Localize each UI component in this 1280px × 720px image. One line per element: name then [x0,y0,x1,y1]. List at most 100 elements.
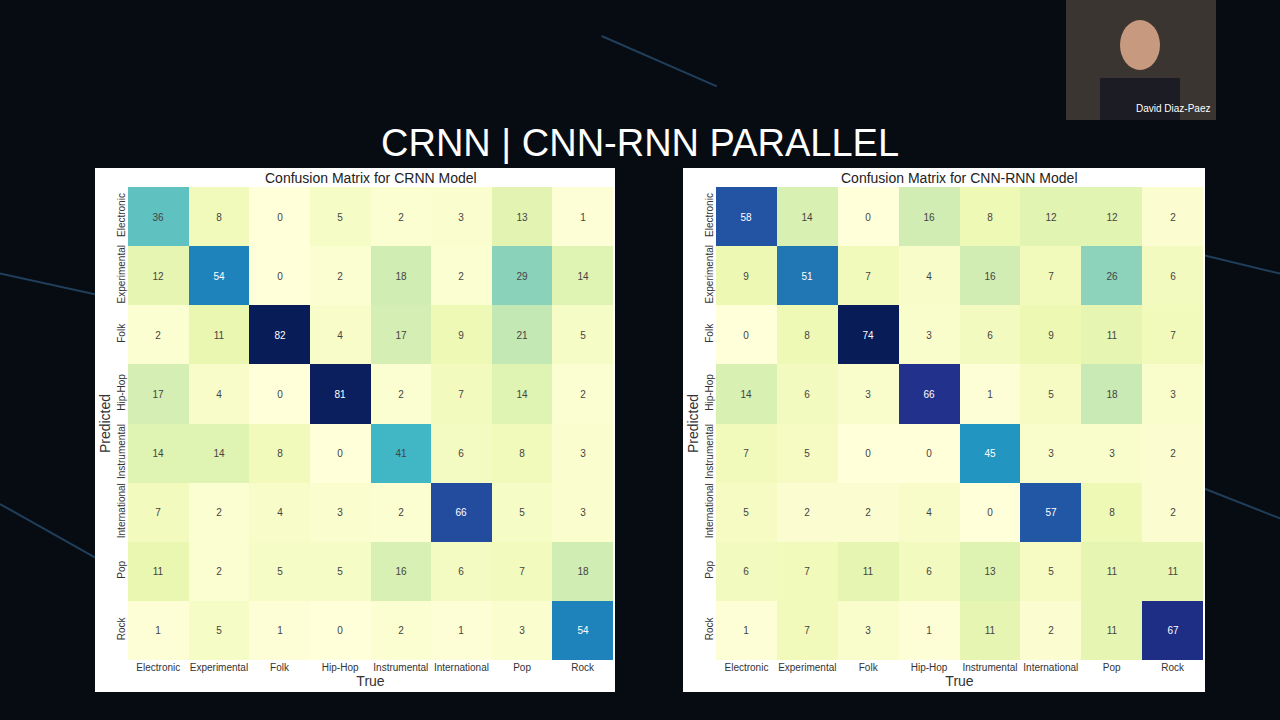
svg-text:0: 0 [277,212,283,223]
svg-text:6: 6 [458,566,464,577]
svg-text:36: 36 [152,212,164,223]
svg-text:3: 3 [519,625,525,636]
svg-text:13: 13 [516,212,528,223]
svg-text:2: 2 [216,566,222,577]
svg-text:CRNN | CNN-RNN PARALLEL: CRNN | CNN-RNN PARALLEL [381,122,899,164]
svg-text:14: 14 [152,448,164,459]
svg-text:66: 66 [923,389,935,400]
svg-text:11: 11 [1107,625,1118,636]
svg-text:7: 7 [804,566,810,577]
svg-text:Instrumental: Instrumental [704,424,715,479]
svg-text:True: True [356,673,384,689]
svg-text:Hip-Hop: Hip-Hop [911,662,948,673]
svg-text:6: 6 [987,330,993,341]
svg-text:5: 5 [337,212,343,223]
svg-text:International: International [116,483,127,538]
svg-text:0: 0 [277,271,283,282]
svg-text:5: 5 [277,566,283,577]
svg-text:6: 6 [804,389,810,400]
svg-text:29: 29 [516,271,528,282]
svg-text:4: 4 [926,271,932,282]
svg-text:2: 2 [1170,448,1176,459]
svg-text:Hip-Hop: Hip-Hop [116,374,127,411]
svg-text:4: 4 [337,330,343,341]
svg-text:13: 13 [984,566,996,577]
svg-text:1: 1 [155,625,161,636]
svg-text:14: 14 [801,212,813,223]
svg-text:7: 7 [519,566,525,577]
svg-text:2: 2 [1170,212,1176,223]
svg-text:5: 5 [1048,566,1054,577]
svg-text:0: 0 [865,448,871,459]
svg-text:1: 1 [277,625,283,636]
svg-text:2: 2 [458,271,464,282]
svg-text:58: 58 [740,212,752,223]
svg-text:81: 81 [334,389,346,400]
svg-text:14: 14 [577,271,589,282]
svg-text:3: 3 [926,330,932,341]
svg-text:Instrumental: Instrumental [373,662,428,673]
svg-text:11: 11 [985,625,996,636]
svg-text:0: 0 [337,625,343,636]
svg-text:11: 11 [214,330,225,341]
svg-text:16: 16 [984,271,996,282]
svg-text:Experimental: Experimental [704,245,715,303]
svg-text:18: 18 [577,566,589,577]
svg-text:2: 2 [337,271,343,282]
svg-text:67: 67 [1167,625,1179,636]
svg-text:Electronic: Electronic [724,662,768,673]
svg-text:5: 5 [337,566,343,577]
svg-text:Folk: Folk [270,662,290,673]
svg-text:Experimental: Experimental [190,662,248,673]
svg-text:Predicted: Predicted [685,394,701,453]
svg-text:1: 1 [580,212,586,223]
svg-text:Pop: Pop [1103,662,1121,673]
svg-text:8: 8 [277,448,283,459]
svg-text:0: 0 [743,330,749,341]
svg-text:9: 9 [743,271,749,282]
svg-text:8: 8 [216,212,222,223]
svg-text:2: 2 [1048,625,1054,636]
svg-text:8: 8 [804,330,810,341]
svg-text:3: 3 [1109,448,1115,459]
svg-text:6: 6 [743,566,749,577]
svg-text:Rock: Rock [571,662,595,673]
svg-text:2: 2 [398,389,404,400]
svg-text:14: 14 [740,389,752,400]
svg-text:1: 1 [743,625,749,636]
svg-text:1: 1 [987,389,993,400]
svg-text:11: 11 [1107,566,1118,577]
svg-text:17: 17 [395,330,407,341]
svg-text:7: 7 [804,625,810,636]
svg-text:7: 7 [743,448,749,459]
svg-text:5: 5 [804,448,810,459]
svg-text:74: 74 [862,330,874,341]
svg-text:Experimental: Experimental [116,245,127,303]
svg-text:12: 12 [1045,212,1057,223]
svg-text:5: 5 [216,625,222,636]
svg-text:45: 45 [984,448,996,459]
svg-text:4: 4 [926,507,932,518]
svg-text:7: 7 [155,507,161,518]
svg-text:Experimental: Experimental [778,662,836,673]
svg-text:17: 17 [152,389,164,400]
svg-text:57: 57 [1045,507,1057,518]
svg-text:5: 5 [580,330,586,341]
svg-text:2: 2 [580,389,586,400]
svg-text:Pop: Pop [513,662,531,673]
svg-text:11: 11 [1107,330,1118,341]
svg-text:3: 3 [1170,389,1176,400]
svg-text:41: 41 [395,448,407,459]
svg-text:2: 2 [155,330,161,341]
svg-text:Electronic: Electronic [704,193,715,237]
svg-text:Pop: Pop [116,560,127,578]
svg-text:David Diaz-Paez: David Diaz-Paez [1136,103,1210,114]
svg-text:12: 12 [1106,212,1118,223]
svg-text:2: 2 [398,507,404,518]
svg-text:6: 6 [458,448,464,459]
svg-text:2: 2 [865,507,871,518]
svg-text:Hip-Hop: Hip-Hop [322,662,359,673]
svg-text:Rock: Rock [116,617,127,641]
svg-text:8: 8 [987,212,993,223]
svg-text:1: 1 [926,625,932,636]
